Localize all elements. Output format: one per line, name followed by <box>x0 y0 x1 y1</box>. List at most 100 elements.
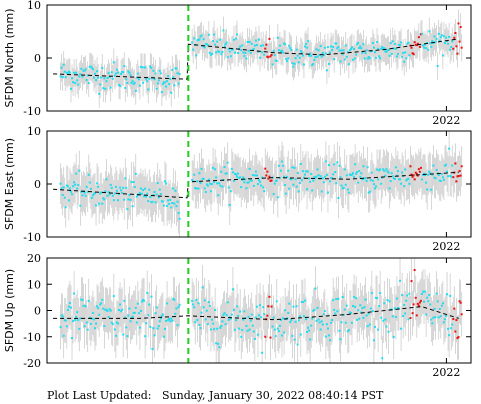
data-point-2-367 <box>454 330 457 333</box>
data-point-1-79 <box>142 189 145 192</box>
data-point-1-256 <box>338 164 341 167</box>
data-point-2-16 <box>76 311 79 314</box>
xtick-label-2-0: 2022 <box>432 366 460 379</box>
data-point-1-342 <box>428 170 431 173</box>
data-point-1-31 <box>91 194 94 197</box>
data-point-2-39 <box>100 302 103 305</box>
data-point-1-170 <box>248 167 251 170</box>
data-point-0-25 <box>85 79 88 82</box>
data-point-0-245 <box>326 46 329 49</box>
data-point-0-97 <box>160 91 163 94</box>
data-point-1-293 <box>377 178 380 181</box>
data-point-2-113 <box>177 306 180 309</box>
data-point-2-331 <box>416 302 419 305</box>
data-point-0-130 <box>206 44 209 47</box>
data-point-0-52 <box>113 74 116 77</box>
data-point-2-231 <box>312 309 315 312</box>
data-point-2-211 <box>291 334 294 337</box>
data-point-2-20 <box>80 298 83 301</box>
data-point-0-37 <box>98 92 101 95</box>
data-point-1-315 <box>400 182 403 185</box>
data-point-1-292 <box>376 168 379 171</box>
data-point-2-193 <box>272 316 275 319</box>
data-point-1-140 <box>217 194 220 197</box>
data-point-0-260 <box>342 49 345 52</box>
data-point-2-279 <box>362 316 365 319</box>
data-point-1-239 <box>320 190 323 193</box>
data-point-1-200 <box>279 169 282 172</box>
data-point-0-53 <box>114 72 117 75</box>
data-point-0-271 <box>354 57 357 60</box>
data-point-0-164 <box>242 51 245 54</box>
data-point-2-161 <box>239 310 242 313</box>
data-point-0-166 <box>244 51 247 54</box>
data-point-0-354 <box>440 34 443 37</box>
data-point-1-357 <box>443 164 446 167</box>
data-point-1-369 <box>456 175 459 178</box>
data-point-2-266 <box>348 311 351 314</box>
data-point-2-280 <box>363 306 366 309</box>
data-point-0-214 <box>294 57 297 60</box>
data-point-0-144 <box>221 50 224 53</box>
data-point-0-327 <box>412 53 415 56</box>
data-point-2-284 <box>367 312 370 315</box>
data-point-0-108 <box>172 76 175 79</box>
data-point-0-303 <box>387 48 390 51</box>
data-point-2-225 <box>306 331 309 334</box>
data-point-1-6 <box>65 184 68 187</box>
data-point-1-347 <box>433 176 436 179</box>
data-point-1-14 <box>74 183 77 186</box>
data-point-1-78 <box>141 192 144 195</box>
data-point-2-79 <box>142 298 145 301</box>
data-point-1-93 <box>156 182 159 185</box>
data-point-1-87 <box>150 201 153 204</box>
data-point-0-124 <box>200 34 203 37</box>
data-point-0-76 <box>138 84 141 87</box>
data-point-2-255 <box>337 297 340 300</box>
ytick-label-2-3: 10 <box>27 278 41 291</box>
data-point-2-276 <box>359 304 362 307</box>
data-point-0-261 <box>343 58 346 61</box>
data-point-2-292 <box>376 297 379 300</box>
data-point-1-254 <box>336 161 339 164</box>
ytick-label-2-2: 0 <box>34 305 41 318</box>
data-point-0-21 <box>81 75 84 78</box>
data-point-1-267 <box>349 173 352 176</box>
data-point-1-83 <box>146 192 149 195</box>
data-point-0-167 <box>245 57 248 60</box>
data-point-1-305 <box>389 180 392 183</box>
data-point-2-140 <box>217 342 220 345</box>
data-point-1-196 <box>275 179 278 182</box>
data-point-2-239 <box>320 320 323 323</box>
data-point-2-128 <box>204 318 207 321</box>
data-point-2-210 <box>290 319 293 322</box>
data-point-0-331 <box>416 42 419 45</box>
data-point-0-28 <box>88 65 91 68</box>
data-point-1-329 <box>414 171 417 174</box>
data-point-1-217 <box>297 190 300 193</box>
data-point-0-35 <box>96 70 99 73</box>
data-point-0-300 <box>384 50 387 53</box>
data-point-2-357 <box>443 318 446 321</box>
data-point-0-22 <box>82 69 85 72</box>
data-point-2-133 <box>209 328 212 331</box>
data-point-1-325 <box>410 173 413 176</box>
data-point-1-203 <box>283 175 286 178</box>
data-point-1-343 <box>429 172 432 175</box>
data-point-1-143 <box>220 170 223 173</box>
data-point-0-279 <box>362 43 365 46</box>
data-point-1-355 <box>441 176 444 179</box>
data-point-0-110 <box>174 67 177 70</box>
data-point-2-82 <box>145 322 148 325</box>
data-point-1-190 <box>269 179 272 182</box>
data-point-2-148 <box>225 314 228 317</box>
data-point-0-307 <box>391 40 394 43</box>
data-point-1-273 <box>356 171 359 174</box>
data-point-1-138 <box>215 176 218 179</box>
data-point-1-85 <box>148 188 151 191</box>
data-point-2-171 <box>249 319 252 322</box>
data-point-2-44 <box>105 308 108 311</box>
data-point-1-298 <box>382 168 385 171</box>
data-point-0-207 <box>287 57 290 60</box>
data-point-2-354 <box>440 304 443 307</box>
